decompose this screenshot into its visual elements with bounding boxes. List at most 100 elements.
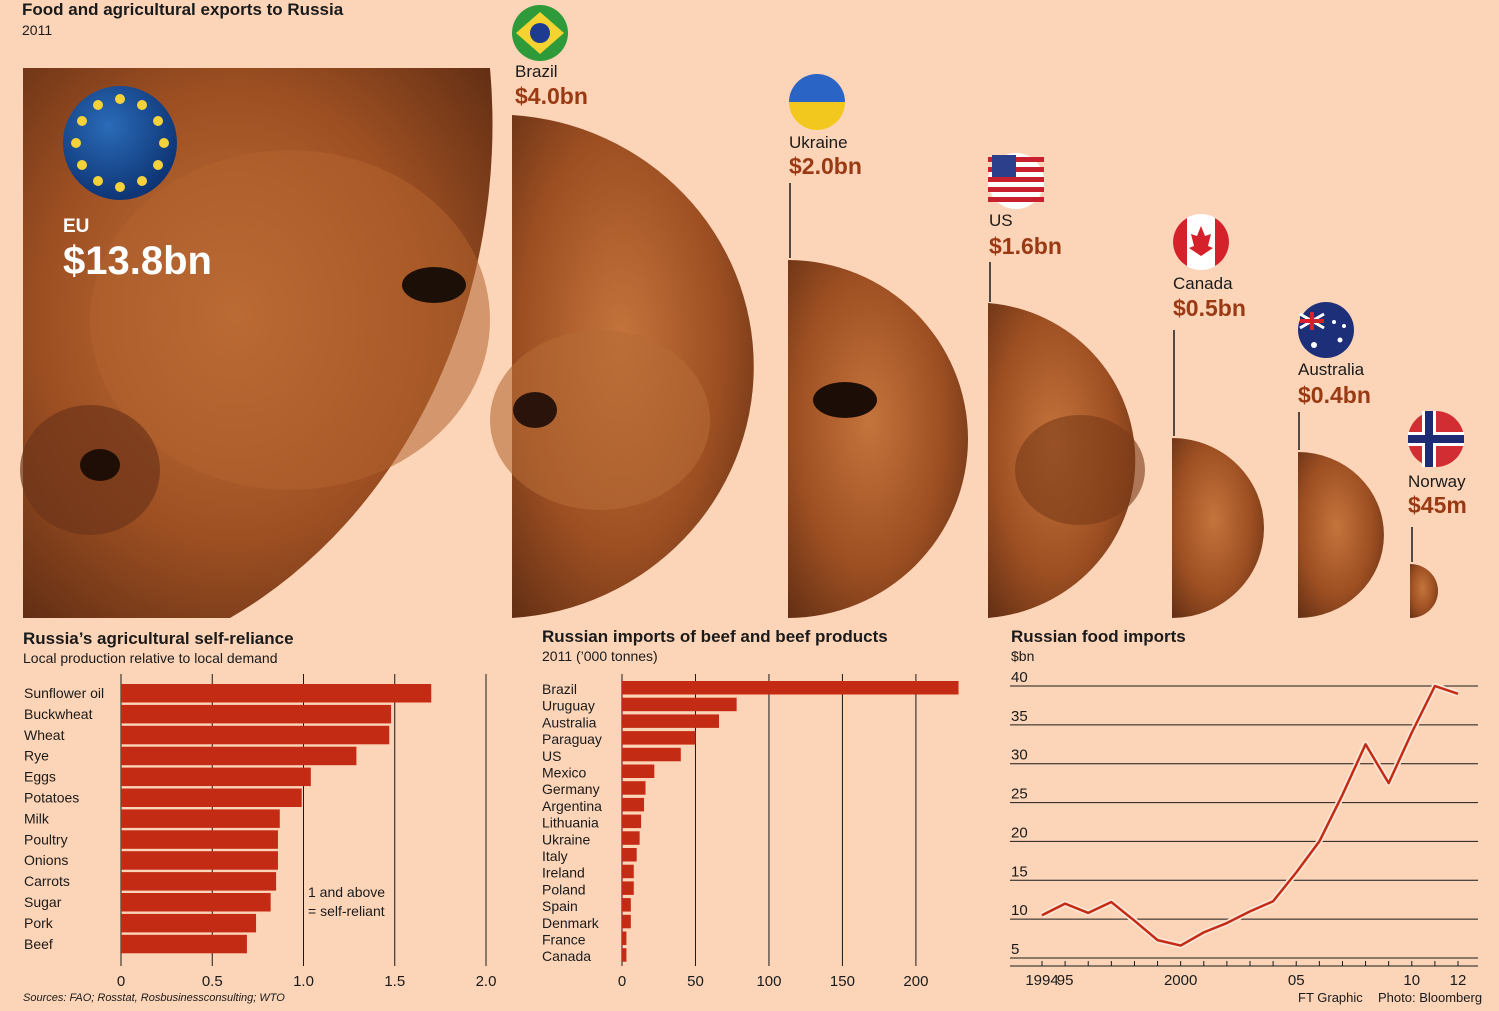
bar: [622, 814, 642, 829]
canada-flag-icon: [1173, 214, 1229, 270]
y-tick-label: 20: [1011, 824, 1028, 841]
y-tick-label: 30: [1011, 747, 1028, 764]
y-tick-label: 10: [1011, 902, 1028, 919]
page-title: Food and agricultural exports to Russia: [22, 0, 344, 19]
y-tick-label: 5: [1011, 941, 1019, 958]
exporter-value-australia: $0.4bn: [1298, 382, 1371, 408]
category-label: Lithuania: [542, 815, 599, 831]
x-tick-label: 100: [756, 973, 781, 990]
x-tick-label: 0: [618, 973, 626, 990]
chart1-title: Russia’s agricultural self-reliance: [23, 629, 294, 648]
annotation-line-2: = self-reliant: [308, 903, 385, 919]
ukraine-segment: [788, 74, 968, 618]
bar: [622, 697, 737, 712]
credit-graphic: FT Graphic: [1298, 990, 1363, 1005]
bar: [622, 714, 719, 728]
x-tick-label: 2000: [1164, 972, 1197, 989]
self-reliance-chart: 0 0.5 1.0 1.5 2.0 Sunflower oil Buckwheat Wheat…: [24, 674, 496, 990]
bar: [121, 684, 432, 703]
bar: [622, 781, 646, 795]
bar: [121, 893, 271, 912]
x-tick-label: 1.0: [293, 973, 314, 990]
eu-segment: [20, 68, 493, 618]
category-label: Denmark: [542, 915, 600, 931]
exporter-name-ukraine: Ukraine: [789, 133, 848, 152]
bar: [622, 747, 681, 762]
bar: [121, 725, 390, 745]
brazil-segment: [490, 5, 754, 618]
x-tick-label: 12: [1450, 972, 1467, 989]
x-tick-label: 0.5: [202, 973, 223, 990]
series-line: [1041, 684, 1459, 947]
annotation-line-1: 1 and above: [308, 884, 385, 900]
exporters-graphic: [20, 5, 1464, 618]
x-tick-label: 1994: [1025, 972, 1058, 989]
category-label: Paraguay: [542, 731, 602, 747]
category-label: Poland: [542, 881, 586, 897]
ukraine-flag-icon: [789, 74, 845, 130]
exporter-name-us: US: [989, 211, 1013, 230]
category-label: Poultry: [24, 831, 68, 847]
y-tick-label: 40: [1011, 669, 1028, 686]
category-label: Uruguay: [542, 698, 595, 714]
chart2-title: Russian imports of beef and beef product…: [542, 627, 888, 646]
sources-note: Sources: FAO; Rosstat, Rosbusinessconsul…: [23, 992, 285, 1004]
category-label: Pork: [24, 915, 54, 931]
chart3-ylabel: $bn: [1011, 648, 1035, 664]
canada-segment: [1172, 214, 1264, 618]
x-tick-label: 200: [903, 973, 928, 990]
australia-segment: [1298, 302, 1384, 618]
category-label: Potatoes: [24, 790, 79, 806]
category-label: Germany: [542, 781, 600, 797]
y-tick-label: 25: [1011, 786, 1028, 803]
eu-flag-icon: [63, 86, 177, 200]
category-label: France: [542, 932, 586, 948]
category-label: Brazil: [542, 681, 577, 697]
category-label: Australia: [542, 714, 597, 730]
exporter-value-norway: $45m: [1408, 492, 1467, 518]
chart1-subtitle: Local production relative to local deman…: [23, 650, 278, 666]
us-segment: [988, 153, 1145, 618]
chart3-title: Russian food imports: [1011, 627, 1186, 646]
bar: [121, 767, 311, 787]
brazil-flag-icon: [512, 5, 568, 61]
exporter-value-eu: $13.8bn: [63, 239, 212, 283]
bar: [622, 898, 631, 912]
x-tick-label: 50: [687, 973, 704, 990]
category-label: Carrots: [24, 873, 70, 889]
exporter-name-eu: EU: [63, 216, 90, 237]
category-label: Milk: [24, 810, 50, 826]
exporter-value-us: $1.6bn: [989, 233, 1062, 259]
category-label: Argentina: [542, 798, 602, 814]
x-tick-label: 95: [1057, 972, 1074, 989]
australia-flag-icon: [1298, 302, 1354, 358]
category-label: Onions: [24, 852, 68, 868]
category-label: US: [542, 748, 561, 764]
bar: [121, 934, 247, 954]
exporter-name-norway: Norway: [1408, 472, 1466, 491]
x-tick-label: 1.5: [384, 973, 405, 990]
bar: [121, 830, 278, 849]
bar: [121, 872, 277, 891]
bar: [622, 914, 631, 929]
category-label: Canada: [542, 948, 591, 964]
bar: [622, 881, 634, 895]
bar: [121, 788, 302, 807]
y-tick-label: 35: [1011, 708, 1028, 725]
bar: [121, 746, 357, 766]
bar: [622, 797, 645, 812]
bar: [622, 848, 637, 862]
category-label: Buckwheat: [24, 706, 93, 722]
bar: [622, 931, 627, 945]
exporter-name-canada: Canada: [1173, 274, 1233, 293]
category-label: Ukraine: [542, 831, 590, 847]
x-tick-label: 10: [1403, 972, 1420, 989]
norway-flag-icon: [1408, 411, 1464, 467]
exporter-name-australia: Australia: [1298, 360, 1365, 379]
category-label: Spain: [542, 898, 578, 914]
bar: [622, 948, 627, 962]
x-tick-label: 05: [1288, 972, 1305, 989]
bar: [121, 913, 257, 933]
us-flag-icon: [988, 153, 1044, 209]
